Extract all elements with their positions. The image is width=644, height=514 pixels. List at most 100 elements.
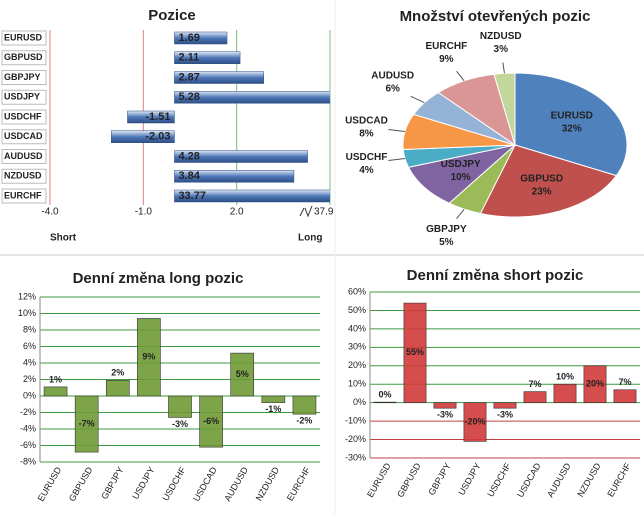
data-label: 7% <box>618 377 631 387</box>
x-tick-label: EURCHF <box>605 461 633 499</box>
data-label: 9% <box>142 352 155 362</box>
y-tick-label: 8% <box>23 324 36 334</box>
x-tick-label: NZDUSD <box>254 465 282 503</box>
data-label: 4.28 <box>178 150 199 162</box>
slice-value: 4% <box>359 165 374 176</box>
x-tick-label: AUDUSD <box>222 465 250 503</box>
y-tick-label: NZDUSD <box>4 171 42 181</box>
x-tick-label: GBPUSD <box>67 465 95 503</box>
x-tick-label: EURCHF <box>285 465 313 503</box>
data-label: -3% <box>497 410 513 420</box>
chart-title: Pozice <box>148 7 196 24</box>
x-tick-label: EURUSD <box>365 461 393 499</box>
category-box <box>1 168 47 184</box>
y-tick-label: -4% <box>20 423 36 433</box>
data-label: 33.77 <box>178 190 206 202</box>
y-tick-label: -8% <box>20 456 36 466</box>
data-label: 1% <box>49 374 62 384</box>
y-tick-label: -20% <box>345 434 366 444</box>
y-tick-label: 10% <box>348 379 366 389</box>
data-label: 7% <box>528 379 541 389</box>
chart-title: Denní změna long pozic <box>73 270 244 287</box>
slice-label: USDJPY <box>441 159 481 170</box>
category-box <box>1 188 47 204</box>
data-label: 5.28 <box>178 91 199 103</box>
bar <box>168 395 192 418</box>
y-tick-label: 6% <box>23 341 36 351</box>
chart-title: Denní změna short pozic <box>407 267 584 284</box>
x-tick-label: GBPJPY <box>99 465 125 501</box>
x-tick-label: GBPJPY <box>426 461 452 497</box>
data-label: -1.51 <box>145 111 170 123</box>
bar <box>373 401 397 403</box>
category-box <box>1 50 47 66</box>
y-tick-label: USDJPY <box>4 92 40 102</box>
y-tick-label: USDCAD <box>4 131 43 141</box>
y-tick-label: 50% <box>348 305 366 315</box>
bar <box>261 395 286 403</box>
x-tick-label: 37.9 <box>314 207 334 218</box>
bar <box>292 395 317 415</box>
bar <box>230 352 255 397</box>
data-label: 20% <box>586 379 604 389</box>
x-tick-label: USDCHF <box>160 465 188 503</box>
data-label: 2% <box>111 368 124 378</box>
slice-label: USDCHF <box>346 152 388 163</box>
y-tick-label: -10% <box>345 415 366 425</box>
slice-label: EURCHF <box>426 41 468 52</box>
data-label: -2.03 <box>145 131 170 143</box>
data-label: 55% <box>406 347 424 357</box>
data-label: 5% <box>236 369 249 379</box>
bar <box>174 31 228 45</box>
y-tick-label: EURCHF <box>4 190 42 200</box>
axis-label: Short <box>50 233 77 244</box>
data-label: -7% <box>79 418 95 428</box>
slice-value: 6% <box>385 84 400 95</box>
bar <box>463 402 487 442</box>
bar <box>43 386 68 397</box>
slice-label: GBPUSD <box>520 173 563 184</box>
slice-value: 8% <box>359 128 374 139</box>
leader-line <box>388 157 406 162</box>
slice-value: 23% <box>532 186 552 197</box>
bar <box>137 318 161 397</box>
data-label: 1.69 <box>178 32 199 44</box>
slice-value: 32% <box>562 123 582 134</box>
y-tick-label: -30% <box>345 452 366 462</box>
axis-label: Long <box>298 233 322 244</box>
x-tick-label: NZDUSD <box>575 461 603 499</box>
chart-title: Množství otevřených pozic <box>400 8 591 25</box>
category-box <box>1 70 47 85</box>
category-box <box>1 30 47 46</box>
data-label: 3.84 <box>178 170 200 182</box>
y-tick-label: -2% <box>20 407 36 417</box>
bar <box>613 389 637 403</box>
y-tick-label: 20% <box>348 360 366 370</box>
y-tick-label: 30% <box>348 342 366 352</box>
plot-area <box>111 31 330 203</box>
category-box <box>1 129 47 145</box>
axis-break <box>299 205 313 218</box>
x-tick-label: EURUSD <box>36 465 64 503</box>
y-tick-label: 0% <box>353 397 366 407</box>
category-box <box>1 149 47 164</box>
bar <box>174 189 330 203</box>
x-tick-label: -4.0 <box>41 207 59 218</box>
bar <box>553 383 577 403</box>
x-tick-label: USDCAD <box>515 461 543 499</box>
data-label: 2.11 <box>178 52 199 64</box>
y-tick-label: 2% <box>23 374 36 384</box>
bar <box>174 91 330 104</box>
slice-label: GBPJPY <box>426 224 467 235</box>
bar <box>493 402 517 409</box>
data-label: -1% <box>265 404 281 414</box>
x-tick-label: AUDUSD <box>545 461 573 499</box>
y-tick-label: -6% <box>20 440 36 450</box>
category-box <box>1 109 47 125</box>
y-tick-label: GBPUSD <box>4 52 43 62</box>
x-tick-label: GBPUSD <box>395 461 423 499</box>
bar <box>74 395 99 453</box>
x-tick-label: -1.0 <box>135 207 153 218</box>
data-label: 2.87 <box>178 71 199 83</box>
